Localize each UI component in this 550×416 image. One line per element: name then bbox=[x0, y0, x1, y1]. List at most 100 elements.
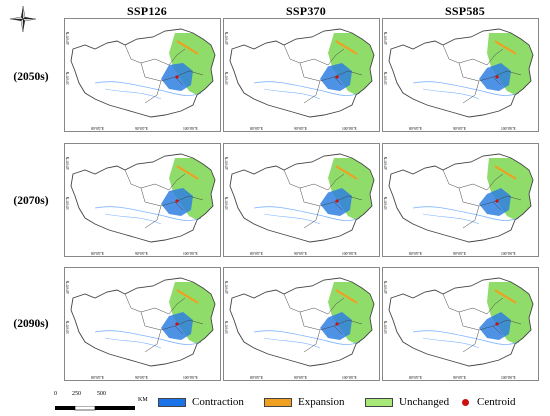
unchanged-area bbox=[328, 33, 374, 95]
contraction-area bbox=[161, 312, 193, 340]
legend-dot-centroid bbox=[462, 398, 469, 406]
lat-label-30n: 30°0'0"N bbox=[384, 320, 388, 334]
centroid-marker bbox=[495, 322, 499, 326]
lon-label: 100°0'0"E bbox=[183, 376, 199, 380]
lon-label: 90°0'0"E bbox=[135, 252, 149, 256]
lon-label: 100°0'0"E bbox=[342, 127, 358, 131]
lon-label: 90°0'0"E bbox=[294, 252, 308, 256]
map-svg: 40°0'0"N 30°0'0"N 80°0'0"E 90°0'0"E 100°0'0"… bbox=[384, 153, 534, 256]
map-panel-ssp126-2070s: 40°0'0"N 30°0'0"N 80°0'0"E 90°0'0"E 100°0'0"… bbox=[64, 143, 221, 257]
province-boundary bbox=[124, 44, 204, 104]
river-line bbox=[263, 213, 321, 225]
scale-unit: KM bbox=[138, 397, 148, 403]
lat-label-40n: 40°0'0"N bbox=[384, 280, 388, 294]
unchanged-area bbox=[169, 282, 215, 344]
scale-tick-250: 250 bbox=[72, 391, 81, 397]
legend-contraction: Contraction bbox=[158, 396, 244, 408]
legend-label-expansion: Expansion bbox=[298, 396, 345, 408]
expansion-patch bbox=[350, 174, 358, 180]
map-panel-ssp585-2050s: 40°0'0"N 30°0'0"N 80°0'0"E 90°0'0"E 100°0'0"… bbox=[382, 18, 539, 132]
contraction-area bbox=[479, 312, 511, 340]
lon-label: 100°0'0"E bbox=[501, 127, 517, 131]
lat-label-30n: 30°0'0"N bbox=[66, 196, 70, 210]
river-line bbox=[104, 213, 162, 225]
legend-expansion: Expansion bbox=[264, 396, 344, 408]
legend-swatch-unchanged bbox=[365, 397, 393, 407]
lat-label-30n: 30°0'0"N bbox=[225, 196, 229, 210]
lon-label: 100°0'0"E bbox=[183, 252, 199, 256]
lon-label: 80°0'0"E bbox=[91, 127, 105, 131]
centroid-marker bbox=[335, 199, 339, 203]
lon-label: 80°0'0"E bbox=[250, 376, 264, 380]
centroid-marker bbox=[495, 75, 499, 79]
lat-label-30n: 30°0'0"N bbox=[384, 196, 388, 210]
lon-label: 90°0'0"E bbox=[135, 376, 149, 380]
unchanged-area bbox=[169, 158, 215, 220]
row-header-2070s: (2070s) bbox=[13, 195, 49, 207]
lon-label: 80°0'0"E bbox=[91, 252, 105, 256]
scale-bar bbox=[55, 398, 135, 411]
river-line bbox=[263, 337, 321, 349]
lon-label: 100°0'0"E bbox=[342, 252, 358, 256]
river-line bbox=[422, 213, 480, 225]
lon-label: 90°0'0"E bbox=[294, 127, 308, 131]
scale-tick-0: 0 bbox=[54, 391, 57, 397]
lon-label: 80°0'0"E bbox=[409, 127, 423, 131]
lon-label: 100°0'0"E bbox=[183, 127, 199, 131]
river-line bbox=[412, 330, 520, 345]
river-line bbox=[253, 206, 361, 221]
river-line bbox=[253, 81, 361, 96]
legend-label-contraction: Contraction bbox=[192, 396, 244, 408]
expansion-patch bbox=[191, 298, 199, 304]
lat-label-40n: 40°0'0"N bbox=[66, 156, 70, 170]
legend-label-unchanged: Unchanged bbox=[399, 396, 450, 408]
map-svg: 40°0'0"N 30°0'0"N 80°0'0"E 90°0'0"E 100°0'0"… bbox=[384, 277, 534, 380]
river-line bbox=[94, 330, 202, 345]
centroid-marker bbox=[495, 199, 499, 203]
map-svg: 40°0'0"N 30°0'0"N 80°0'0"E 90°0'0"E 100°0'0"… bbox=[66, 277, 216, 380]
province-boundary bbox=[124, 169, 204, 229]
map-svg: 40°0'0"N 30°0'0"N 80°0'0"E 90°0'0"E 100°0'0"… bbox=[384, 28, 534, 131]
lon-label: 90°0'0"E bbox=[453, 252, 467, 256]
row-header-2090s: (2090s) bbox=[13, 318, 49, 330]
lat-label-40n: 40°0'0"N bbox=[384, 156, 388, 170]
map-svg: 40°0'0"N 30°0'0"N 80°0'0"E 90°0'0"E 100°0'0"… bbox=[225, 28, 375, 131]
legend-centroid: Centroid bbox=[452, 396, 516, 408]
lat-label-40n: 40°0'0"N bbox=[225, 280, 229, 294]
row-header-2050s: (2050s) bbox=[13, 71, 49, 83]
lon-label: 100°0'0"E bbox=[501, 376, 517, 380]
expansion-patch bbox=[509, 49, 517, 55]
map-panel-ssp126-2090s: 40°0'0"N 30°0'0"N 80°0'0"E 90°0'0"E 100°0'0"… bbox=[64, 267, 221, 381]
map-svg: 40°0'0"N 30°0'0"N 80°0'0"E 90°0'0"E 100°0'0"… bbox=[225, 277, 375, 380]
expansion-patch bbox=[191, 174, 199, 180]
province-boundary bbox=[283, 44, 363, 104]
lon-label: 90°0'0"E bbox=[453, 376, 467, 380]
contraction-area bbox=[479, 188, 511, 216]
legend-swatch-expansion bbox=[264, 397, 292, 407]
expansion-patch bbox=[350, 49, 358, 55]
unchanged-area bbox=[328, 158, 374, 220]
centroid-marker bbox=[335, 322, 339, 326]
centroid-marker bbox=[175, 75, 179, 79]
lon-label: 90°0'0"E bbox=[135, 127, 149, 131]
lon-label: 100°0'0"E bbox=[342, 376, 358, 380]
map-panel-ssp370-2050s: 40°0'0"N 30°0'0"N 80°0'0"E 90°0'0"E 100°0'0"… bbox=[223, 18, 380, 132]
lon-label: 80°0'0"E bbox=[409, 376, 423, 380]
lat-label-30n: 30°0'0"N bbox=[225, 71, 229, 85]
province-boundary bbox=[283, 293, 363, 353]
lat-label-40n: 40°0'0"N bbox=[225, 156, 229, 170]
province-boundary bbox=[283, 169, 363, 229]
lon-label: 100°0'0"E bbox=[501, 252, 517, 256]
province-boundary bbox=[442, 293, 522, 353]
river-line bbox=[412, 206, 520, 221]
map-panel-ssp370-2090s: 40°0'0"N 30°0'0"N 80°0'0"E 90°0'0"E 100°0'0"… bbox=[223, 267, 380, 381]
unchanged-area bbox=[487, 33, 533, 95]
river-line bbox=[422, 337, 480, 349]
lat-label-30n: 30°0'0"N bbox=[384, 71, 388, 85]
scale-tick-500: 500 bbox=[97, 391, 106, 397]
expansion-patch bbox=[350, 298, 358, 304]
lat-label-40n: 40°0'0"N bbox=[66, 280, 70, 294]
unchanged-area bbox=[328, 282, 374, 344]
lat-label-30n: 30°0'0"N bbox=[66, 71, 70, 85]
map-panel-ssp370-2070s: 40°0'0"N 30°0'0"N 80°0'0"E 90°0'0"E 100°0'0"… bbox=[223, 143, 380, 257]
